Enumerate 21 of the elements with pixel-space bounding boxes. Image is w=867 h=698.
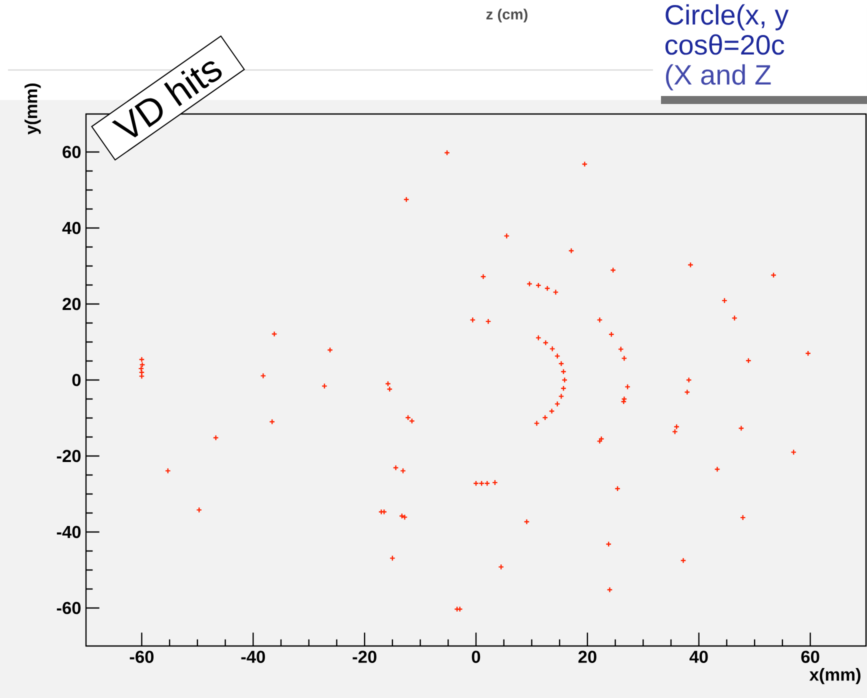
y-tick-label: -40 — [56, 526, 81, 538]
annotation: VD hits — [112, 61, 222, 138]
y-tick-label: -20 — [56, 450, 81, 462]
y-tick-label: 20 — [62, 298, 81, 310]
y-axis-title: y(mm) — [24, 84, 41, 135]
x-tick-label: -60 — [130, 650, 154, 663]
y-tick-label: 0 — [72, 374, 81, 386]
text: (X and Z — [666, 64, 771, 90]
x-axis-title: x(mm) — [809, 668, 860, 684]
x-tick-label: -40 — [241, 650, 265, 663]
x-tick-label: 40 — [690, 650, 708, 663]
y-tick-label: -60 — [56, 602, 81, 614]
text: cosθ=20c — [665, 34, 784, 55]
text: Circle(x, y — [666, 4, 789, 30]
x-tick-label: -20 — [352, 650, 376, 663]
x-tick-label: 20 — [578, 650, 596, 663]
y-tick-label: 60 — [62, 146, 81, 158]
text: z (cm) — [486, 8, 528, 22]
x-tick-label: 0 — [472, 650, 480, 663]
x-tick-label: 60 — [801, 650, 820, 663]
y-tick-label: 40 — [62, 222, 81, 234]
